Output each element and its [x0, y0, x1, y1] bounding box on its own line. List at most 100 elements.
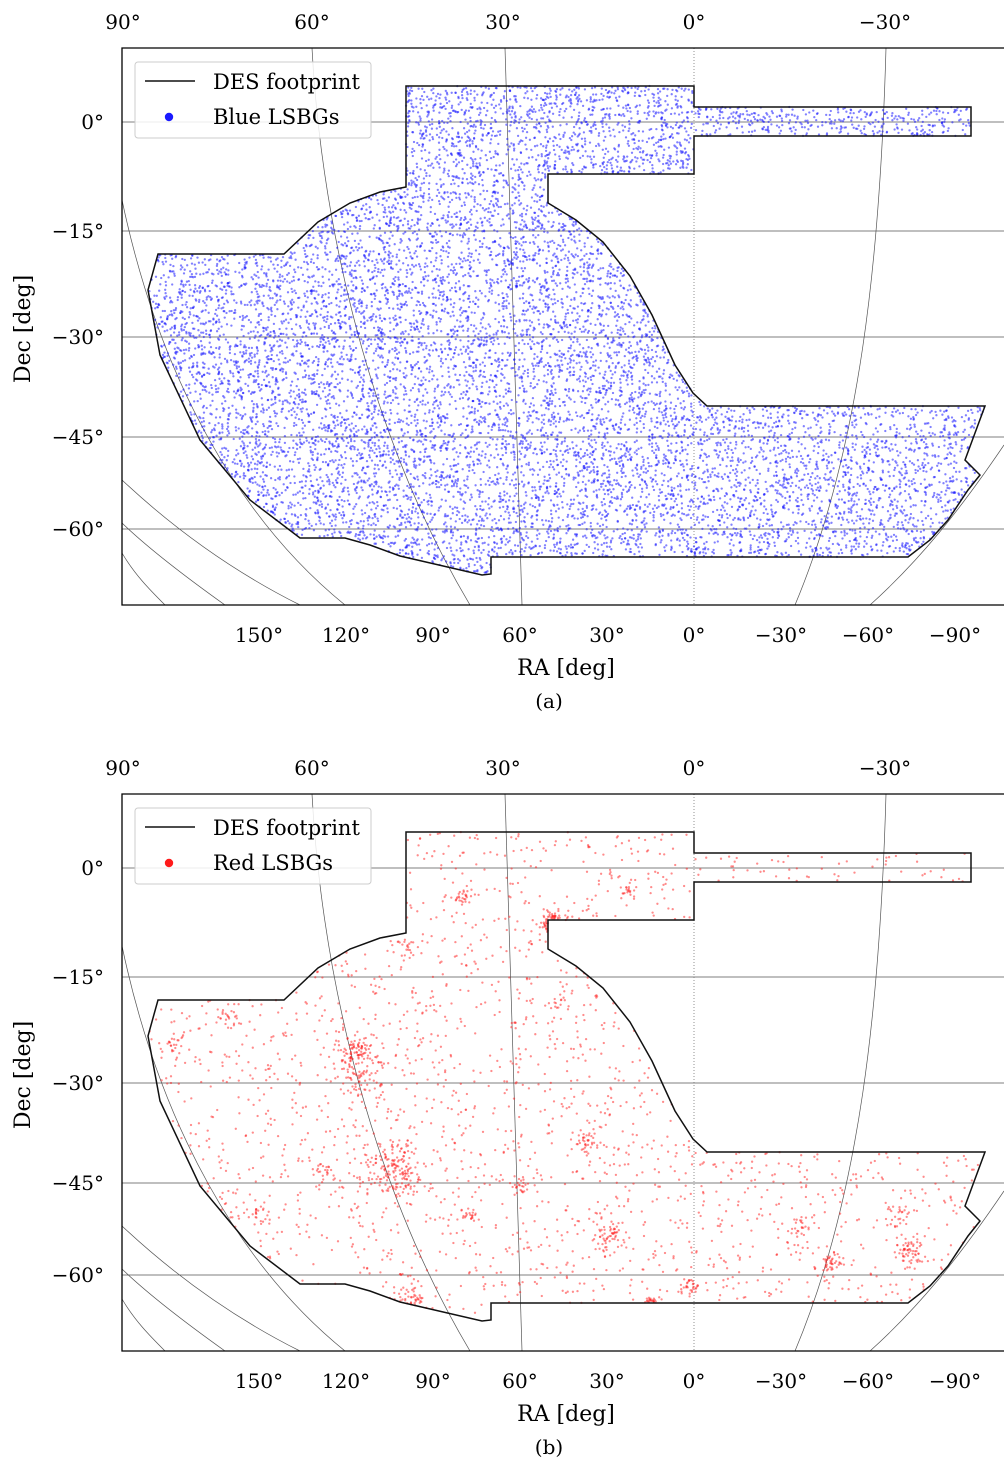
- lsbg-point: [786, 490, 789, 494]
- lsbg-point: [839, 433, 842, 437]
- lsbg-point: [797, 550, 801, 553]
- lsbg-point: [486, 101, 489, 105]
- lsbg-point: [905, 469, 908, 473]
- lsbg-point: [706, 407, 709, 410]
- lsbg-point: [888, 475, 891, 478]
- lsbg-point: [814, 526, 818, 529]
- lsbg-point: [508, 232, 511, 235]
- lsbg-point: [270, 313, 273, 316]
- lsbg-point: [505, 443, 508, 446]
- lsbg-point: [551, 431, 554, 434]
- lsbg-point: [540, 414, 544, 417]
- lsbg-point: [698, 477, 701, 480]
- lsbg-point: [246, 303, 249, 307]
- lsbg-point: [845, 532, 849, 535]
- lsbg-point: [549, 420, 553, 423]
- lsbg-point: [416, 408, 419, 412]
- lsbg-point: [558, 268, 561, 271]
- lsbg-point: [350, 280, 353, 283]
- lsbg-point: [446, 154, 449, 157]
- lsbg-point: [735, 127, 739, 130]
- lsbg-point: [906, 542, 909, 545]
- lsbg-point: [314, 447, 317, 451]
- lsbg-point: [450, 286, 454, 290]
- lsbg-point: [403, 513, 407, 517]
- lsbg-point: [316, 369, 319, 372]
- lsbg-point: [420, 106, 423, 110]
- lsbg-point: [386, 535, 390, 538]
- lsbg-point: [287, 507, 290, 510]
- lsbg-point: [672, 377, 675, 381]
- lsbg-point: [930, 130, 934, 134]
- lsbg-point: [362, 380, 366, 383]
- lsbg-point: [178, 288, 181, 291]
- lsbg-point: [733, 531, 737, 535]
- lsbg-point: [152, 300, 155, 303]
- lsbg-point: [163, 355, 167, 358]
- lsbg-point: [620, 454, 624, 458]
- lsbg-point: [797, 542, 800, 545]
- lsbg-point: [622, 287, 626, 290]
- lsbg-point: [853, 529, 857, 532]
- lsbg-point: [791, 108, 794, 111]
- lsbg-point: [305, 334, 308, 338]
- lsbg-point: [580, 488, 583, 492]
- lsbg-point: [762, 414, 765, 418]
- lsbg-point: [324, 251, 327, 254]
- lsbg-point: [572, 454, 576, 457]
- lsbg-point: [609, 381, 613, 385]
- lsbg-point: [301, 528, 304, 532]
- lsbg-point: [544, 395, 547, 398]
- lsbg-point: [431, 444, 434, 447]
- lsbg-point: [258, 484, 261, 487]
- lsbg-point: [895, 485, 898, 488]
- lsbg-point: [371, 359, 375, 362]
- lsbg-point: [488, 483, 491, 487]
- lsbg-point: [314, 280, 317, 283]
- lsbg-point: [415, 303, 418, 307]
- lsbg-point: [559, 537, 562, 540]
- lsbg-point: [440, 290, 443, 294]
- lsbg-point: [570, 135, 574, 138]
- lsbg-point: [595, 401, 598, 404]
- lsbg-point: [606, 489, 609, 492]
- lsbg-point: [757, 426, 760, 429]
- lsbg-point: [431, 292, 434, 295]
- lsbg-point: [870, 513, 873, 516]
- lsbg-point: [616, 471, 619, 474]
- lsbg-point: [924, 517, 928, 520]
- lsbg-point: [549, 423, 552, 427]
- lsbg-point: [336, 291, 339, 294]
- lsbg-point: [538, 131, 541, 134]
- lsbg-point: [460, 251, 463, 254]
- lsbg-point: [263, 340, 266, 344]
- lsbg-point: [310, 302, 313, 305]
- lsbg-point: [543, 441, 546, 444]
- lsbg-point: [554, 391, 557, 395]
- lsbg-point: [286, 273, 289, 277]
- lsbg-point: [226, 301, 230, 304]
- lsbg-point: [342, 358, 345, 361]
- lsbg-point: [567, 410, 570, 413]
- lsbg-point: [563, 437, 567, 440]
- lsbg-point: [331, 365, 334, 368]
- lsbg-point: [743, 499, 746, 502]
- lsbg-point: [172, 338, 175, 341]
- lsbg-point: [703, 431, 706, 434]
- lsbg-point: [560, 298, 563, 301]
- lsbg-point: [304, 513, 307, 516]
- lsbg-point: [609, 459, 612, 462]
- lsbg-point: [323, 245, 327, 248]
- lsbg-point: [268, 286, 271, 289]
- lsbg-point: [601, 148, 604, 151]
- lsbg-point: [246, 456, 249, 459]
- lsbg-point: [664, 384, 668, 387]
- lsbg-point: [532, 370, 535, 373]
- lsbg-point: [658, 488, 661, 491]
- lsbg-point: [833, 414, 837, 417]
- lsbg-point: [539, 428, 543, 431]
- lsbg-point: [594, 93, 598, 96]
- lsbg-point: [466, 139, 469, 143]
- lsbg-point: [453, 325, 457, 328]
- lsbg-point: [864, 498, 867, 502]
